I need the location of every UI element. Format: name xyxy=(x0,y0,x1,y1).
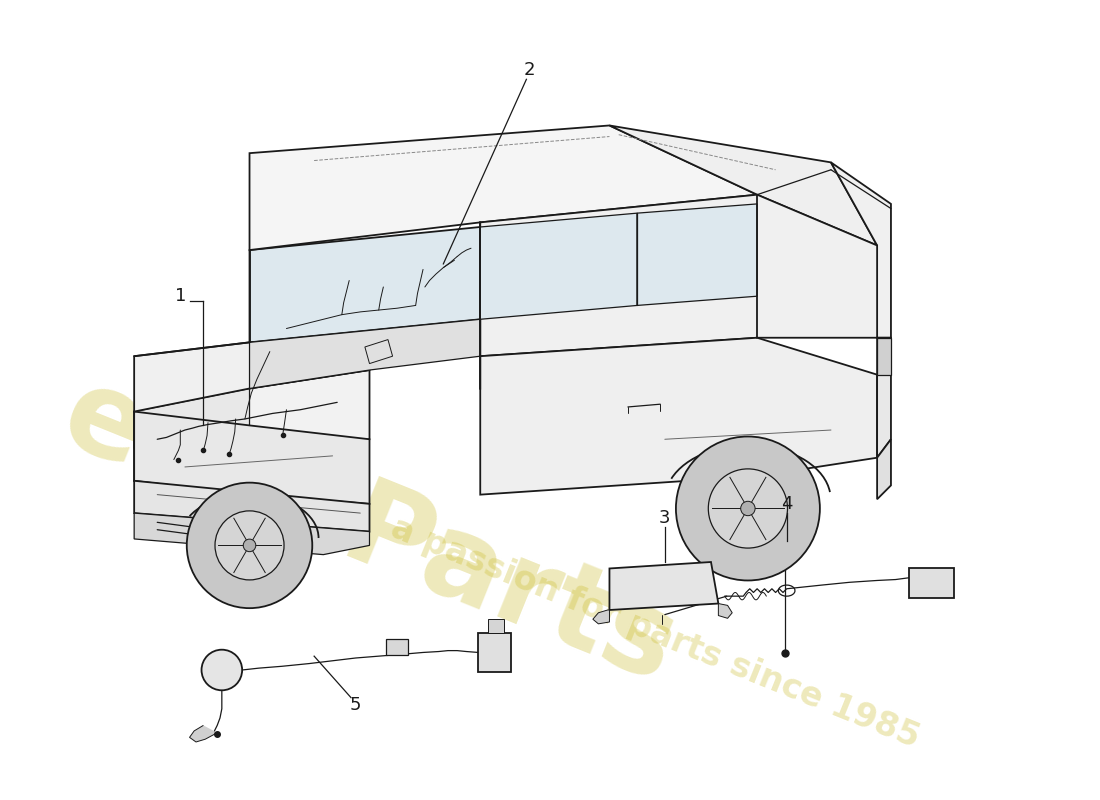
Polygon shape xyxy=(877,439,891,499)
Polygon shape xyxy=(134,370,370,481)
FancyBboxPatch shape xyxy=(386,638,408,655)
Polygon shape xyxy=(250,227,481,342)
Polygon shape xyxy=(365,339,393,363)
Polygon shape xyxy=(593,610,609,624)
Text: 4: 4 xyxy=(781,495,792,513)
Polygon shape xyxy=(481,338,877,494)
FancyBboxPatch shape xyxy=(478,633,510,672)
Text: 2: 2 xyxy=(524,61,535,79)
Polygon shape xyxy=(134,411,370,504)
Polygon shape xyxy=(718,603,733,618)
Polygon shape xyxy=(134,481,370,531)
Circle shape xyxy=(708,469,788,548)
Circle shape xyxy=(214,511,284,580)
Text: 3: 3 xyxy=(659,509,671,526)
Polygon shape xyxy=(189,726,217,742)
Polygon shape xyxy=(134,389,250,449)
Polygon shape xyxy=(250,126,757,250)
Circle shape xyxy=(740,502,755,516)
Polygon shape xyxy=(877,338,891,458)
Circle shape xyxy=(201,650,242,690)
Polygon shape xyxy=(250,319,481,389)
Polygon shape xyxy=(830,162,891,338)
Polygon shape xyxy=(481,194,877,356)
Polygon shape xyxy=(609,562,718,610)
Polygon shape xyxy=(637,204,757,306)
Circle shape xyxy=(243,539,256,552)
FancyBboxPatch shape xyxy=(487,619,504,633)
Polygon shape xyxy=(609,126,877,246)
Text: a passion for parts since 1985: a passion for parts since 1985 xyxy=(386,511,925,754)
FancyBboxPatch shape xyxy=(910,569,954,598)
Polygon shape xyxy=(134,338,370,411)
Text: 1: 1 xyxy=(175,287,186,306)
Text: euroParts: euroParts xyxy=(46,356,693,707)
Circle shape xyxy=(187,482,312,608)
Circle shape xyxy=(675,437,820,581)
Polygon shape xyxy=(877,338,891,374)
Polygon shape xyxy=(134,513,370,554)
Polygon shape xyxy=(481,213,637,319)
Text: 5: 5 xyxy=(350,696,362,714)
